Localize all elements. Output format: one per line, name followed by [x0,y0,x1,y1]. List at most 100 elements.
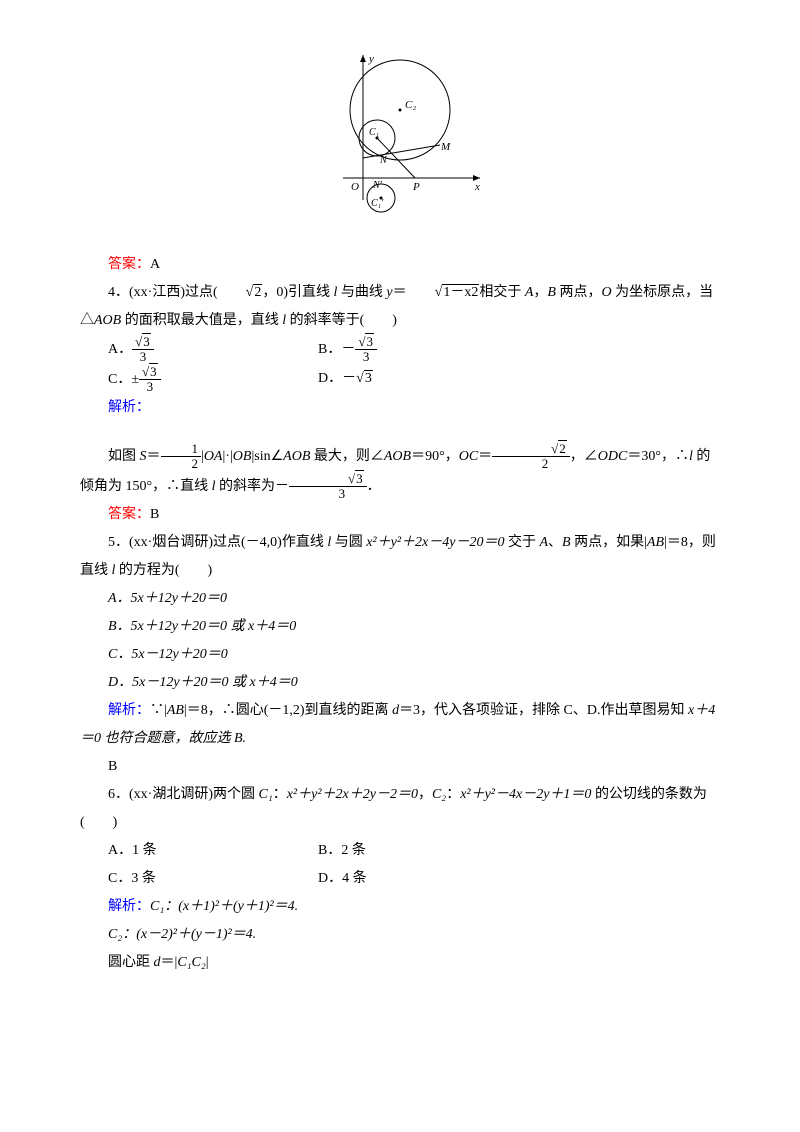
frac: 33 [132,335,154,365]
t: 两个圆 [213,787,259,802]
analysis-label: 解析： [108,400,150,415]
t: 过点( [185,285,218,300]
t: | [206,955,209,970]
t: sin∠ [254,449,283,464]
var-OB: OB [233,449,252,464]
q4-row2: C．±33 D．－3 [108,365,720,395]
svg-text:N′: N′ [372,180,383,191]
t: 最大，则∠ [310,449,384,464]
svg-text:N: N [379,155,388,166]
q4-source: (xx·江西) [129,285,185,300]
t: ： [446,787,460,802]
q6-analysis1: 解析：C₁：(x＋1)²＋(y＋1)²＝4. [80,893,720,921]
t: 的斜率为－ [216,479,290,494]
eq: x²＋y²－4x－2y＋1＝0 [460,787,591,802]
q5-stem: 5．(xx·烟台调研)过点(－4,0)作直线 l 与圆 x²＋y²＋2x－4y－… [80,529,720,585]
t: ＝ [478,449,492,464]
q5-optD: D．5x－12y＋20＝0 或 x＋4＝0 [80,669,720,697]
q4-answer: 答案：B [80,501,720,529]
var-B: B [547,285,556,300]
t: ， [533,285,547,300]
q4-row1: A．33 B．－33 [108,335,720,365]
q4-optC: C．±33 [108,365,318,395]
t: 交于 [504,535,539,550]
t: 的面积取最大值是，直线 [121,313,282,328]
t: 的斜率等于( ) [286,313,397,328]
t: ＝3，代入各项验证，排除 C、D.作出草图易知 [399,703,688,718]
var-C1: C₁ [259,787,273,802]
svg-text:C₁: C₁ [369,127,379,138]
q6-stem: 6．(xx·湖北调研)两个圆 C₁：x²＋y²＋2x＋2y－2＝0，C₂：x²＋… [80,781,720,837]
var-OC: OC [459,449,478,464]
q5-answer: B [80,753,720,781]
t: 的方程为( ) [115,563,212,578]
eq: x²＋y²＋2x－4y－20＝0 [366,535,504,550]
q5-analysis: 解析：∵|AB|＝8，∴圆心(－1,2)到直线的距离 d＝3，代入各项验证，排除… [80,697,720,753]
q4-optD: D．－3 [318,365,518,395]
var-AB2: AB [167,703,184,718]
eq: x²＋y²＋2x＋2y－2＝0 [287,787,418,802]
frac: 33 [289,472,367,502]
q4-optB: B．－33 [318,335,518,365]
q6-num: 6． [108,787,129,802]
answer-label: 答案： [108,507,150,522]
t: · [225,449,230,464]
q5-optA: A．5x＋12y＋20＝0 [80,585,720,613]
q4-analysis: 如图 S＝12|OA|·|OB|sin∠AOB 最大，则∠AOB＝90°，OC＝… [80,442,720,501]
t: 与圆 [331,535,366,550]
t: C₂：(x－2)²＋(y－1)²＝4. [108,927,256,942]
t: ＝ [147,449,161,464]
var-C1C2: C₁C₂ [177,955,205,970]
sqrt2: 2 [218,279,263,307]
var-C2: C₂ [432,787,446,802]
spacer [80,422,720,442]
t: ＝90°， [411,449,459,464]
var-d: d [392,703,399,718]
t: 如图 [108,449,140,464]
t: ＝30°，∴ [627,449,689,464]
t: ，∠ [570,449,598,464]
svg-text:P: P [412,181,420,193]
t: 相交于 [479,285,525,300]
t: 两点， [556,285,602,300]
q6-analysis2: C₂：(x－2)²＋(y－1)²＝4. [80,921,720,949]
var-AB: AB [647,535,664,550]
t: ∵| [150,703,167,718]
figure-q3: y x O C₂ C₁ N M P C₁′ N′ [80,50,720,231]
q6-optB: B．2 条 [318,837,518,865]
svg-text:C₁′: C₁′ [371,198,384,209]
frac: 33 [139,365,161,395]
svg-text:O: O [351,181,359,193]
t: C₁：(x＋1)²＋(y＋1)²＝4. [150,899,298,914]
q6-row1: A．1 条 B．2 条 [108,837,720,865]
svg-text:M: M [440,141,451,153]
q5-source: (xx·烟台调研) [129,535,213,550]
t: 与曲线 [337,285,386,300]
q6-row2: C．3 条 D．4 条 [108,865,720,893]
var-AOB3: AOB [384,449,411,464]
answer-label: 答案： [108,257,150,272]
frac: 33 [355,335,377,365]
q4-num: 4． [108,285,129,300]
q5-optB: B．5x＋12y＋20＝0 或 x＋4＝0 [80,613,720,641]
q4-optA: A．33 [108,335,318,365]
t: 圆心距 [108,955,154,970]
var-A: A [539,535,548,550]
svg-text:C₂: C₂ [405,99,416,111]
t: ． [367,479,381,494]
t: 过点(－4,0)作直线 [213,535,327,550]
q3-answer: 答案：A [80,251,720,279]
q6-analysis3: 圆心距 d＝|C₁C₂| [80,949,720,977]
answer-value: B [108,759,117,774]
var-d: d [154,955,161,970]
var-ODC: ODC [598,449,628,464]
q4-analysis-label: 解析： [80,394,720,422]
analysis-label: 解析： [108,899,150,914]
sqrt-expr: 1－x2 [407,279,480,307]
t: ， [418,787,432,802]
q5-optC: C．5x－12y＋20＝0 [80,641,720,669]
answer-value: B [150,507,159,522]
var-B: B [562,535,571,550]
frac: 22 [492,442,570,472]
sqrt3: 3 [356,365,373,393]
